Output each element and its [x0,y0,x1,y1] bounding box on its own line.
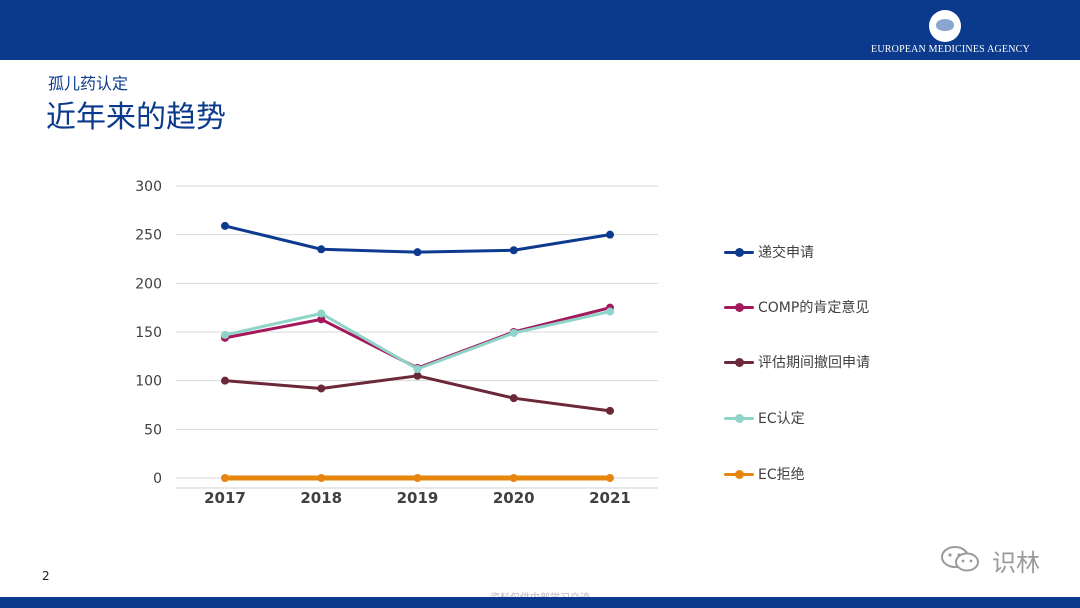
data-point [413,474,422,482]
data-point [509,246,518,255]
data-point [606,307,614,316]
data-point [317,245,326,254]
series-3 [221,371,614,415]
slide-title: 近年来的趋势 [46,100,226,135]
data-point [509,328,518,337]
data-point [317,384,326,393]
series-1 [221,221,614,257]
legend-swatch [724,358,754,367]
x-tick-label: 2017 [204,489,246,507]
agency-name: EUROPEAN MEDICINES AGENCY [871,44,1030,55]
y-tick-label: 150 [135,325,162,341]
page-number: 2 [42,569,50,583]
legend-label: 递交申请 [758,245,814,261]
agency-logo: EUROPEAN MEDICINES AGENCY [863,8,1038,56]
data-point [413,371,422,380]
data-point [413,364,422,373]
wechat-icon [941,546,979,572]
data-point [606,406,614,415]
x-tick-label: 2018 [300,489,342,507]
series-line [223,306,612,370]
data-point [317,474,326,482]
legend-swatch [724,470,754,479]
legend-label: 评估期间撤回申请 [758,355,870,371]
series-5 [221,474,614,482]
x-tick-label: 2019 [397,489,439,507]
header-bar: EUROPEAN MEDICINES AGENCY [0,0,1080,60]
data-point [509,394,518,403]
data-point [606,474,614,482]
data-point [221,221,229,230]
y-tick-label: 300 [135,179,162,195]
legend-swatch [724,248,754,257]
data-point [509,474,518,482]
legend-swatch [724,414,754,423]
data-point [221,474,229,482]
series-2 [221,303,614,373]
watermark-text: 识林 [992,549,1040,577]
y-tick-label: 0 [153,471,162,487]
y-tick-label: 200 [135,276,162,292]
data-point [413,248,422,257]
agency-emblem-icon [929,10,961,42]
legend-swatch [724,303,754,312]
slide-subtitle: 孤儿药认定 [48,74,129,93]
series-line [223,310,612,371]
y-tick-label: 100 [135,374,162,390]
data-point [317,309,326,318]
data-point [317,315,326,324]
legend-label: COMP的肯定意见 [758,300,870,316]
data-point [606,230,614,239]
x-tick-label: 2021 [589,489,631,507]
x-tick-label: 2020 [493,489,535,507]
legend-label: EC拒绝 [758,467,805,483]
footer-bar [0,597,1080,608]
y-tick-label: 50 [144,422,162,438]
data-point [221,376,229,385]
legend-label: EC认定 [758,411,805,427]
y-tick-label: 250 [135,228,162,244]
data-point [221,330,229,339]
series-4 [221,307,614,373]
